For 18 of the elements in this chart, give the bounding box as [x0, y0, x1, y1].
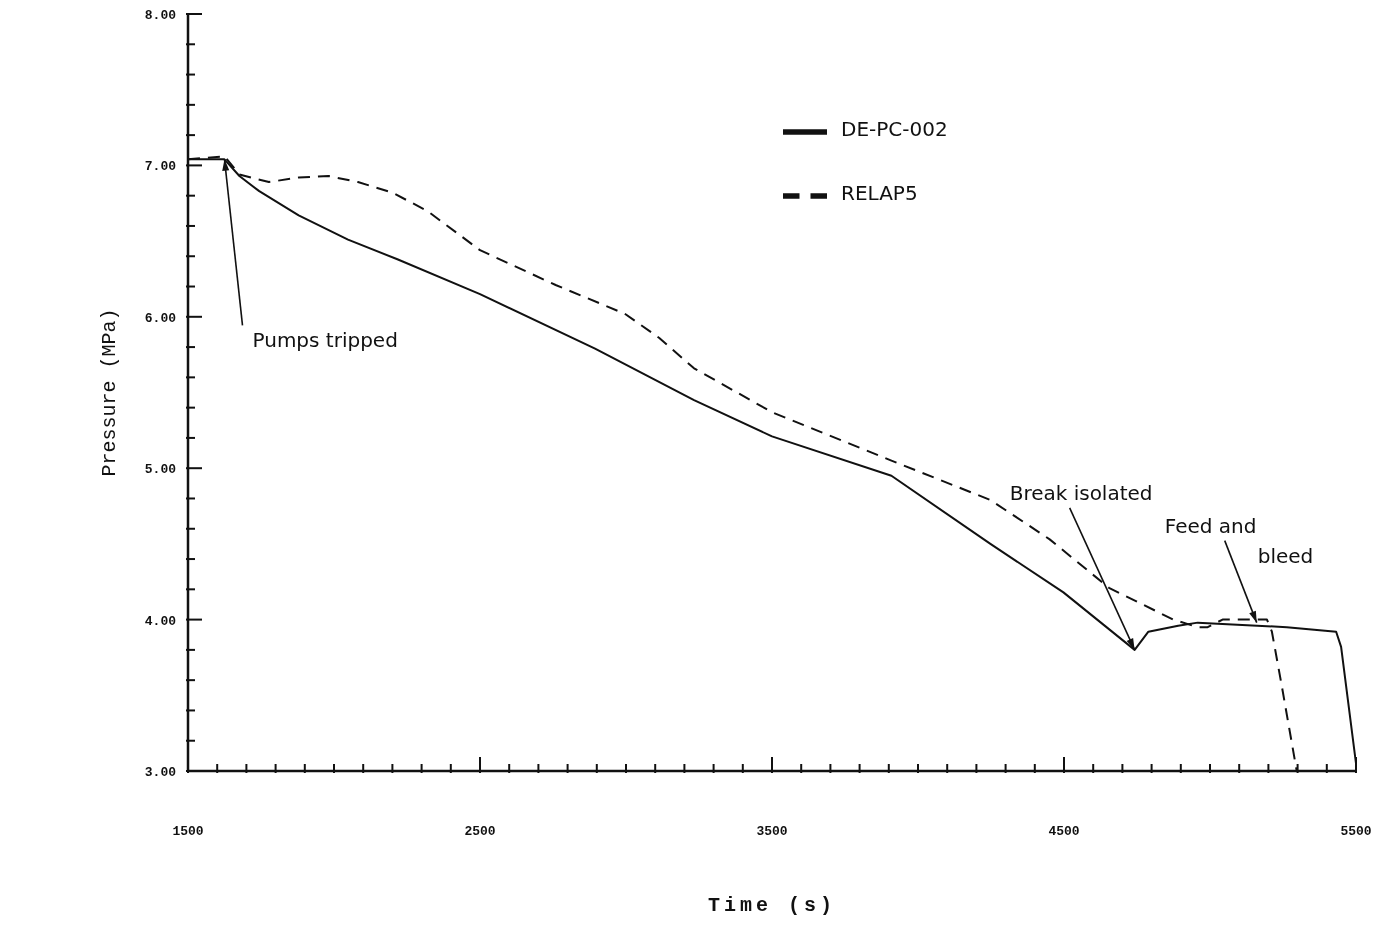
y-tick-label: 8.00 — [144, 8, 177, 23]
y-tick-label: 5.00 — [144, 462, 177, 478]
y-tick-label: 7.00 — [144, 159, 177, 175]
annotation: Break isolated — [1009, 480, 1153, 505]
x-tick-label: 4500 — [1048, 824, 1080, 839]
annotation: Pumps tripped — [252, 328, 398, 353]
x-tick-label: 3500 — [756, 824, 788, 839]
y-tick-label: 4.00 — [144, 613, 177, 629]
annotation: Feed and bleed — [1164, 513, 1314, 568]
y-axis-title: Pressure (MPa) — [98, 308, 122, 477]
x-tick-label: 2500 — [464, 824, 496, 839]
x-tick-label: 1500 — [172, 824, 204, 839]
legend-label: RELAP5 — [841, 181, 918, 205]
x-axis-title: Time (s) — [707, 894, 837, 917]
y-tick-label: 6.00 — [144, 310, 177, 326]
x-tick-label: 5500 — [1340, 824, 1372, 839]
y-tick-label: 3.00 — [144, 765, 177, 780]
legend-label: DE-PC-002 — [841, 117, 948, 141]
